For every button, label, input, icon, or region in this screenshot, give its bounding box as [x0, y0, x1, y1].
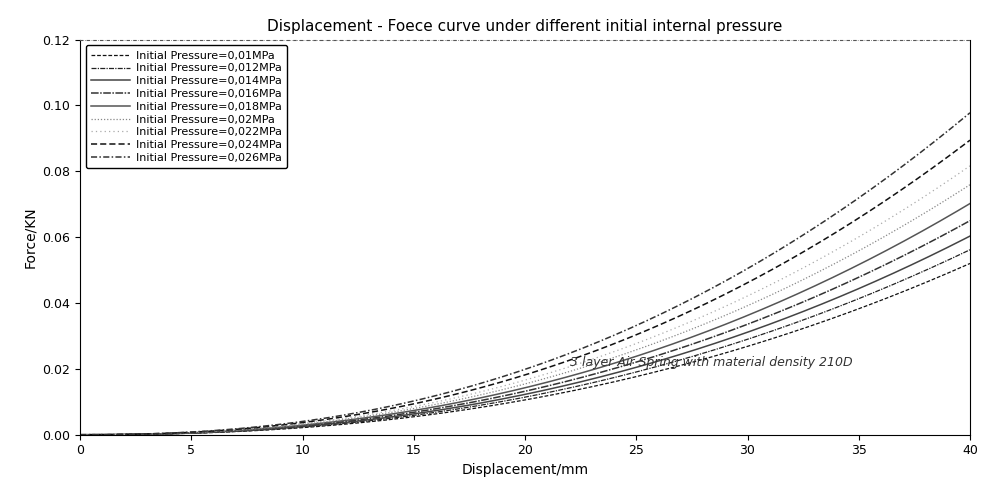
Initial Pressure=0,022MPa	[604, 350, 616, 356]
X-axis label: Displacement/mm: Displacement/mm	[461, 463, 589, 477]
Initial Pressure=0,01MPa	[943, 270, 955, 276]
Line: Initial Pressure=0,024MPa: Initial Pressure=0,024MPa	[80, 140, 970, 435]
Initial Pressure=0,018MPa	[943, 213, 955, 219]
Initial Pressure=0,01MPa	[964, 260, 976, 266]
Initial Pressure=0,024MPa	[964, 137, 976, 143]
Initial Pressure=0,01MPa	[604, 380, 616, 386]
Initial Pressure=0,02MPa	[964, 182, 976, 188]
Initial Pressure=0,012MPa	[502, 397, 514, 403]
Initial Pressure=0,02MPa	[803, 274, 815, 280]
Initial Pressure=0,01MPa	[803, 324, 815, 329]
Initial Pressure=0,022MPa	[497, 383, 509, 389]
Initial Pressure=0,01MPa	[502, 400, 514, 406]
Initial Pressure=0,012MPa	[604, 375, 616, 381]
Initial Pressure=0,014MPa	[556, 383, 568, 389]
Initial Pressure=0,014MPa	[74, 432, 86, 438]
Initial Pressure=0,02MPa	[556, 371, 568, 377]
Initial Pressure=0,016MPa	[943, 229, 955, 235]
Initial Pressure=0,018MPa	[556, 375, 568, 381]
Initial Pressure=0,014MPa	[497, 396, 509, 402]
Initial Pressure=0,02MPa	[604, 356, 616, 362]
Initial Pressure=0,016MPa	[497, 393, 509, 399]
Line: Initial Pressure=0,018MPa: Initial Pressure=0,018MPa	[80, 204, 970, 435]
Y-axis label: Force/KN: Force/KN	[23, 206, 37, 268]
Initial Pressure=0,018MPa	[497, 390, 509, 396]
Initial Pressure=0,026MPa	[74, 432, 86, 438]
Initial Pressure=0,018MPa	[502, 389, 514, 395]
Initial Pressure=0,02MPa	[943, 195, 955, 201]
Initial Pressure=0,014MPa	[502, 395, 514, 401]
Initial Pressure=0,02MPa	[497, 387, 509, 393]
Initial Pressure=0,018MPa	[604, 362, 616, 368]
Initial Pressure=0,022MPa	[502, 382, 514, 388]
Initial Pressure=0,02MPa	[502, 385, 514, 391]
Initial Pressure=0,026MPa	[497, 373, 509, 379]
Initial Pressure=0,014MPa	[943, 244, 955, 250]
Initial Pressure=0,022MPa	[964, 163, 976, 169]
Initial Pressure=0,024MPa	[74, 432, 86, 438]
Initial Pressure=0,014MPa	[964, 233, 976, 239]
Line: Initial Pressure=0,012MPa: Initial Pressure=0,012MPa	[80, 250, 970, 435]
Initial Pressure=0,012MPa	[556, 387, 568, 393]
Initial Pressure=0,026MPa	[964, 110, 976, 116]
Initial Pressure=0,026MPa	[803, 228, 815, 234]
Initial Pressure=0,012MPa	[803, 315, 815, 321]
Initial Pressure=0,026MPa	[556, 353, 568, 359]
Initial Pressure=0,01MPa	[497, 401, 509, 407]
Initial Pressure=0,018MPa	[803, 286, 815, 291]
Initial Pressure=0,024MPa	[803, 246, 815, 251]
Initial Pressure=0,022MPa	[556, 366, 568, 372]
Initial Pressure=0,024MPa	[604, 342, 616, 348]
Initial Pressure=0,012MPa	[964, 247, 976, 253]
Initial Pressure=0,012MPa	[943, 257, 955, 263]
Initial Pressure=0,02MPa	[74, 432, 86, 438]
Line: Initial Pressure=0,016MPa: Initial Pressure=0,016MPa	[80, 221, 970, 435]
Initial Pressure=0,012MPa	[74, 432, 86, 438]
Initial Pressure=0,024MPa	[943, 153, 955, 159]
Initial Pressure=0,016MPa	[803, 296, 815, 302]
Line: Initial Pressure=0,014MPa: Initial Pressure=0,014MPa	[80, 236, 970, 435]
Legend: Initial Pressure=0,01MPa, Initial Pressure=0,012MPa, Initial Pressure=0,014MPa, : Initial Pressure=0,01MPa, Initial Pressu…	[86, 45, 287, 168]
Initial Pressure=0,026MPa	[943, 127, 955, 133]
Initial Pressure=0,01MPa	[556, 390, 568, 396]
Title: Displacement - Foece curve under different initial internal pressure: Displacement - Foece curve under differe…	[267, 19, 783, 34]
Initial Pressure=0,024MPa	[502, 377, 514, 383]
Line: Initial Pressure=0,02MPa: Initial Pressure=0,02MPa	[80, 185, 970, 435]
Initial Pressure=0,026MPa	[604, 334, 616, 340]
Initial Pressure=0,014MPa	[604, 371, 616, 377]
Initial Pressure=0,018MPa	[964, 201, 976, 206]
Initial Pressure=0,022MPa	[803, 262, 815, 268]
Line: Initial Pressure=0,022MPa: Initial Pressure=0,022MPa	[80, 166, 970, 435]
Initial Pressure=0,022MPa	[943, 177, 955, 183]
Initial Pressure=0,012MPa	[497, 398, 509, 404]
Line: Initial Pressure=0,026MPa: Initial Pressure=0,026MPa	[80, 113, 970, 435]
Initial Pressure=0,016MPa	[604, 367, 616, 373]
Initial Pressure=0,014MPa	[803, 306, 815, 312]
Line: Initial Pressure=0,01MPa: Initial Pressure=0,01MPa	[80, 263, 970, 435]
Initial Pressure=0,024MPa	[556, 360, 568, 366]
Initial Pressure=0,016MPa	[502, 392, 514, 398]
Text: 3 layer Air Spring with material density 210D: 3 layer Air Spring with material density…	[570, 356, 852, 369]
Initial Pressure=0,016MPa	[74, 432, 86, 438]
Initial Pressure=0,024MPa	[497, 378, 509, 384]
Initial Pressure=0,01MPa	[74, 432, 86, 438]
Initial Pressure=0,016MPa	[556, 379, 568, 385]
Initial Pressure=0,026MPa	[502, 372, 514, 378]
Initial Pressure=0,016MPa	[964, 218, 976, 224]
Initial Pressure=0,018MPa	[74, 432, 86, 438]
Initial Pressure=0,022MPa	[74, 432, 86, 438]
